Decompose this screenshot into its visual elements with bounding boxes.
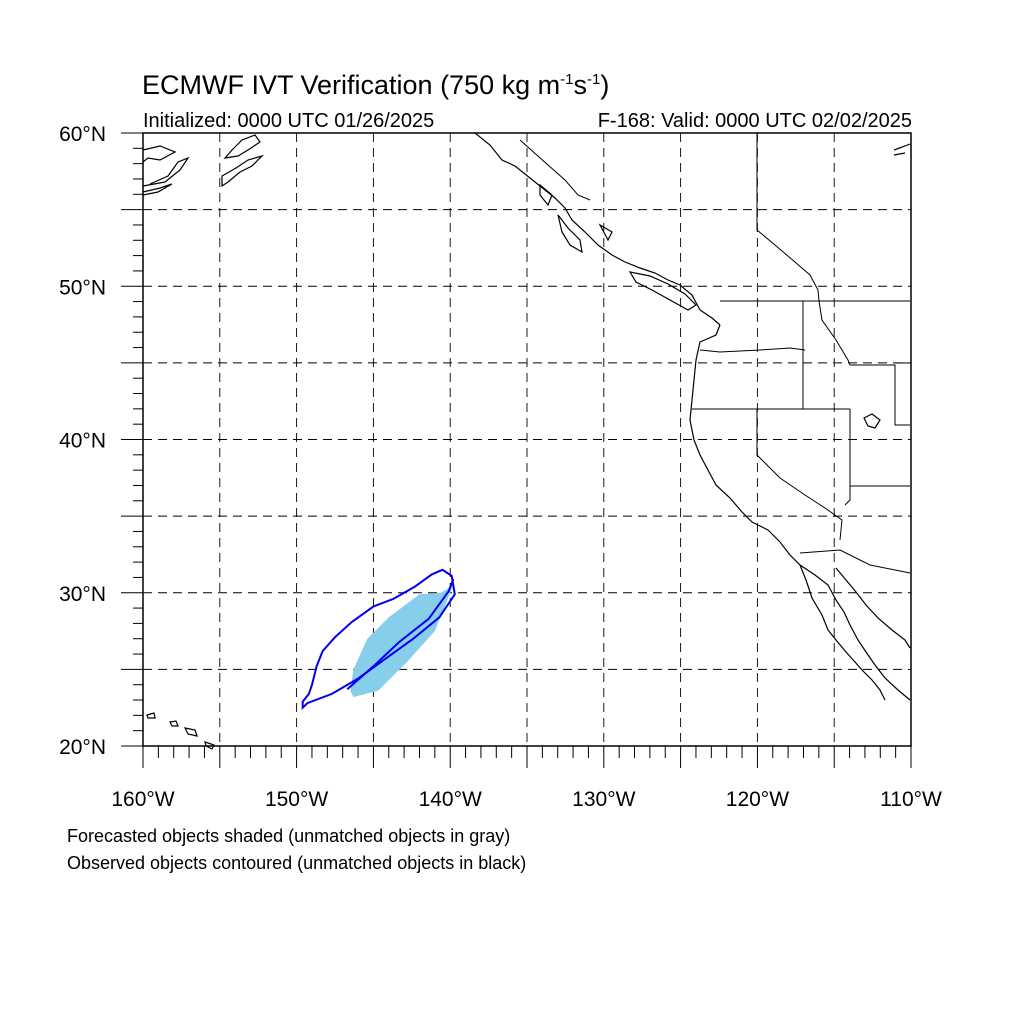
graticule (143, 133, 911, 746)
coastlines-and-borders (142, 132, 911, 750)
coastline-vancouver-island (628, 271, 697, 311)
valid-time-label: F-168: Valid: 0000 UTC 02/02/2025 (597, 110, 912, 132)
lat-label: 50°N (59, 276, 106, 299)
coastline-us-west (689, 324, 911, 701)
lon-label: 110°W (880, 788, 942, 811)
border-idaho (802, 300, 851, 409)
coastline-gulf-alaska (223, 134, 261, 159)
initialized-label: Initialized: 0000 UTC 01/26/2025 (143, 110, 435, 132)
lon-label: 130°W (572, 788, 635, 811)
coastline-islands (539, 183, 613, 254)
axis-ticks (121, 132, 912, 768)
longitude-labels: 160°W 150°W 140°W 130°W 120°W 110°W (111, 788, 942, 811)
coastline-panhandle (474, 132, 721, 326)
lat-label: 60°N (59, 123, 106, 146)
coastline-alaska (142, 145, 190, 196)
border-alaska-bc (519, 139, 591, 201)
border-wa-or (699, 347, 806, 353)
forecast-objects-note: Forecasted objects shaded (unmatched obj… (67, 826, 511, 846)
lon-label: 140°W (419, 788, 482, 811)
border-id-mt-wy (850, 362, 910, 426)
lat-label: 30°N (59, 583, 106, 606)
coastline-baja (799, 564, 886, 701)
coastline-gulf-california (835, 567, 911, 649)
coastline-kenai (221, 154, 265, 188)
border-bc-alberta (756, 133, 820, 302)
lat-label: 20°N (59, 736, 106, 759)
border-us-mexico (799, 549, 911, 574)
lon-label: 150°W (265, 788, 328, 811)
lon-label: 120°W (726, 788, 789, 811)
lat-label: 40°N (59, 430, 106, 453)
coastline-hawaii (146, 712, 215, 750)
observed-objects-note: Observed objects contoured (unmatched ob… (67, 853, 527, 873)
coastline-great-salt-lake (863, 413, 881, 429)
observed-object-axis-line (346, 578, 455, 691)
map-title: ECMWF IVT Verification (750 kg m-1s-1) (142, 70, 610, 100)
border-ca-nv (756, 409, 843, 541)
border-nv-ut-az (844, 409, 910, 506)
coastline-canada-top (893, 143, 911, 156)
latitude-labels: 20°N 30°N 40°N 50°N 60°N (59, 123, 106, 759)
lon-label: 160°W (111, 788, 174, 811)
